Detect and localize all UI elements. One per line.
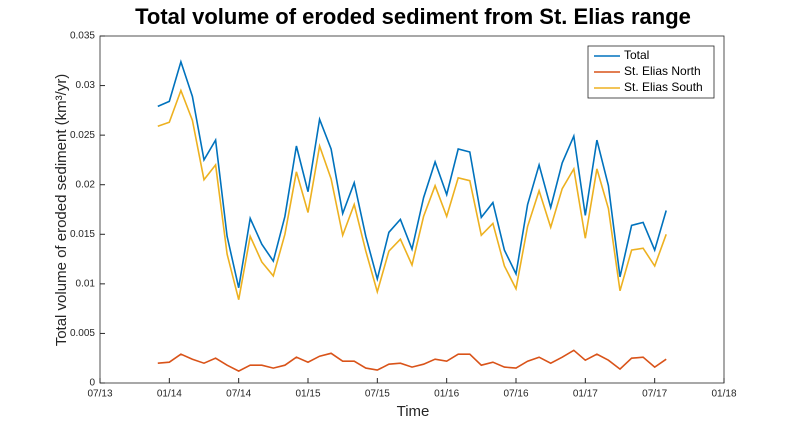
x-tick-label: 01/18 <box>711 389 736 400</box>
y-tick-label: 0.01 <box>76 278 96 289</box>
x-tick-label: 01/16 <box>434 389 459 400</box>
line-series <box>157 88 667 300</box>
y-tick-label: 0.03 <box>76 80 96 91</box>
line-series <box>157 349 667 372</box>
x-tick-label: 07/15 <box>365 389 390 400</box>
legend-label: Total <box>624 48 649 62</box>
y-tick-label: 0.025 <box>70 130 95 141</box>
x-tick-label: 01/17 <box>573 389 598 400</box>
y-tick-label: 0.02 <box>76 179 96 190</box>
x-tick-label: 07/17 <box>642 389 667 400</box>
y-tick-label: 0.005 <box>70 328 95 339</box>
y-tick-label: 0 <box>89 378 95 389</box>
y-tick-label: 0.015 <box>70 229 95 240</box>
legend-label: St. Elias North <box>624 64 701 78</box>
x-tick-label: 07/16 <box>503 389 528 400</box>
legend-label: St. Elias South <box>624 80 703 94</box>
chart-title: Total volume of eroded sediment from St.… <box>135 4 691 29</box>
y-axis-label: Total volume of eroded sediment (km³/yr) <box>53 74 70 347</box>
x-axis-label: Time <box>397 403 430 420</box>
line-series <box>157 59 667 288</box>
x-tick-label: 07/13 <box>87 389 112 400</box>
x-tick-label: 07/14 <box>226 389 251 400</box>
x-tick-label: 01/15 <box>295 389 320 400</box>
x-tick-label: 01/14 <box>157 389 182 400</box>
y-tick-label: 0.035 <box>70 31 95 42</box>
